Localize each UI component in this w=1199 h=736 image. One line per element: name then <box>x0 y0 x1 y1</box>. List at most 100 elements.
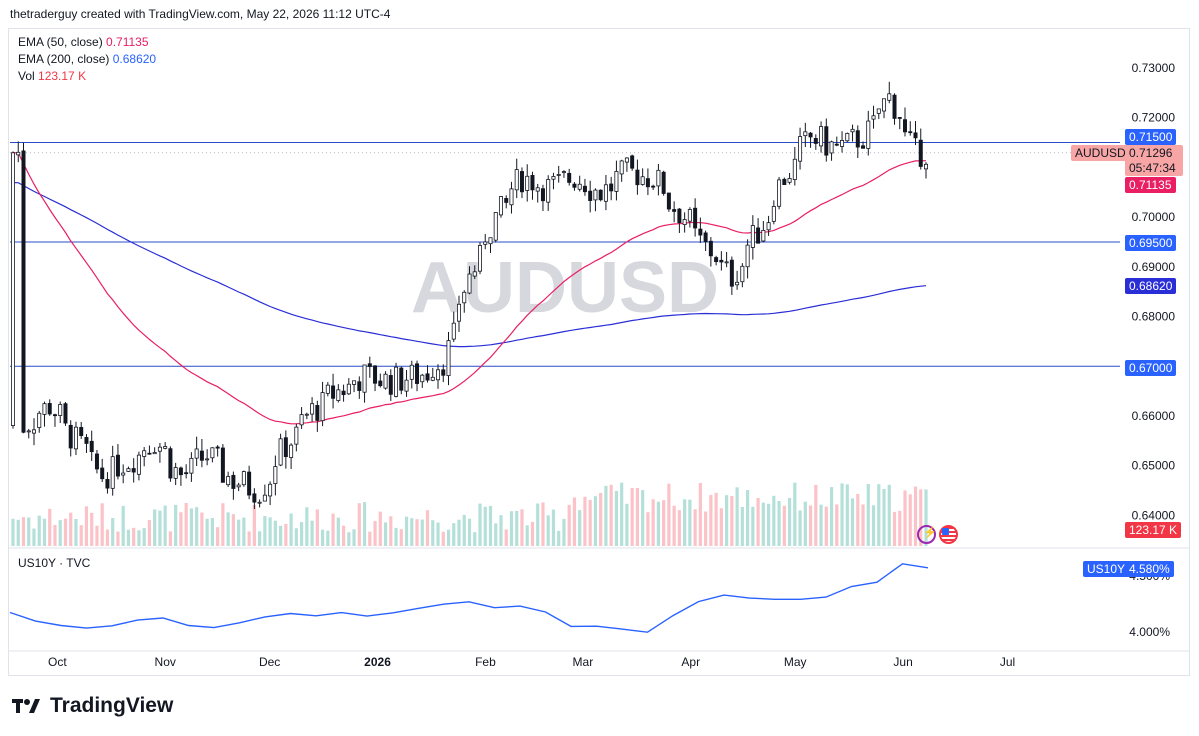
volume-bar <box>326 530 330 546</box>
volume-bar <box>362 502 367 546</box>
volume-bar <box>420 519 424 546</box>
candle-body <box>152 452 157 455</box>
volume-bar <box>137 530 141 546</box>
volume-bar <box>431 520 435 546</box>
candle-body <box>58 404 63 416</box>
volume-bar <box>494 523 498 546</box>
candle-body <box>624 157 629 163</box>
volume-bar <box>237 519 241 546</box>
candle-body <box>373 365 378 384</box>
candle-body <box>729 259 734 287</box>
candle-body <box>178 467 183 476</box>
volume-bar <box>58 520 62 546</box>
legend-ema200[interactable]: EMA (200, close) 0.68620 <box>18 52 156 66</box>
volume-bar <box>252 505 256 546</box>
candle-body <box>37 412 42 428</box>
volume-bar <box>389 516 393 546</box>
candle-body <box>199 450 204 461</box>
volume-bar <box>294 528 298 546</box>
price-tick-label: 0.72000 <box>1132 111 1176 125</box>
candle-body <box>304 413 309 416</box>
volume-bar <box>814 484 818 546</box>
volume-bar <box>625 503 629 546</box>
volume-bar <box>242 517 246 546</box>
candle-body <box>882 98 887 112</box>
candle-body <box>362 364 367 393</box>
volume-bar <box>368 531 372 546</box>
volume-bar <box>121 505 125 546</box>
volume-bar <box>95 525 99 546</box>
candle-body <box>918 139 923 167</box>
volume-bar <box>782 505 786 546</box>
candle-body <box>840 140 845 147</box>
volume-bar <box>205 518 209 546</box>
legend-us10y[interactable]: US10Y · TVC <box>18 556 91 570</box>
volume-bar <box>105 529 110 546</box>
volume-bar <box>21 517 26 546</box>
ema50-tag: 0.71135 <box>1125 177 1176 193</box>
volume-bar <box>578 510 582 546</box>
lightning-icon[interactable]: ⚡ <box>917 525 937 544</box>
candle-body <box>457 303 462 322</box>
volume-bar <box>221 503 225 546</box>
candle-body <box>121 472 126 476</box>
price-tick-label: 0.69000 <box>1132 260 1176 274</box>
candle-body <box>519 171 524 193</box>
volume-bar <box>756 498 760 546</box>
candle-body <box>525 175 530 191</box>
candle-body <box>498 196 503 216</box>
chart-header: thetraderguy created with TradingView.co… <box>10 7 391 21</box>
volume-bar <box>263 516 267 546</box>
volume-bar <box>740 507 744 546</box>
candle-body <box>157 446 162 452</box>
candle-body <box>640 176 645 185</box>
volume-bar <box>903 490 907 546</box>
brand-name: TradingView <box>50 694 174 717</box>
candle-body <box>887 93 892 101</box>
volume-bar <box>835 504 839 546</box>
volume-bar <box>483 506 487 546</box>
legend-volume[interactable]: Vol 123.17 K <box>18 69 86 83</box>
candle-body <box>415 363 420 384</box>
price-tick-label: 0.64000 <box>1132 508 1176 522</box>
candle-body <box>168 448 173 479</box>
volume-bar <box>599 492 603 546</box>
candle-body <box>855 130 860 148</box>
volume-bar <box>158 510 162 546</box>
symbol-tag: AUDUSD <box>1071 145 1130 161</box>
volume-bar <box>111 518 115 546</box>
candle-body <box>289 444 294 458</box>
candle-body <box>278 438 283 466</box>
candle-body <box>714 257 719 263</box>
candle-body <box>530 175 535 191</box>
volume-bar <box>394 527 398 546</box>
candle-body <box>357 381 362 391</box>
candle-body <box>771 206 776 222</box>
volume-bar <box>824 506 828 546</box>
tradingview-logo[interactable]: TradingView <box>12 694 173 718</box>
volume-bar <box>908 494 912 546</box>
volume-bar <box>16 519 20 546</box>
volume-bar <box>284 523 288 546</box>
volume-bar <box>310 520 314 546</box>
candle-body <box>42 403 47 415</box>
candle-body <box>687 209 692 222</box>
candle-body <box>163 446 168 449</box>
volume-bar <box>174 504 178 546</box>
candle-body <box>588 190 593 201</box>
candle-body <box>540 188 545 202</box>
candle-body <box>100 467 105 480</box>
candle-body <box>226 476 231 486</box>
candle-body <box>89 440 94 453</box>
volume-bar <box>745 490 750 546</box>
volume-bar <box>892 511 897 546</box>
volume-bar <box>53 525 57 546</box>
volume-bar <box>200 512 204 546</box>
candle-body <box>483 241 488 245</box>
us-flag-icon[interactable] <box>939 525 958 544</box>
legend-ema50[interactable]: EMA (50, close) 0.71135 <box>18 35 149 49</box>
candle-body <box>367 363 372 367</box>
ema50-line <box>12 152 927 425</box>
volume-bar <box>410 518 414 546</box>
